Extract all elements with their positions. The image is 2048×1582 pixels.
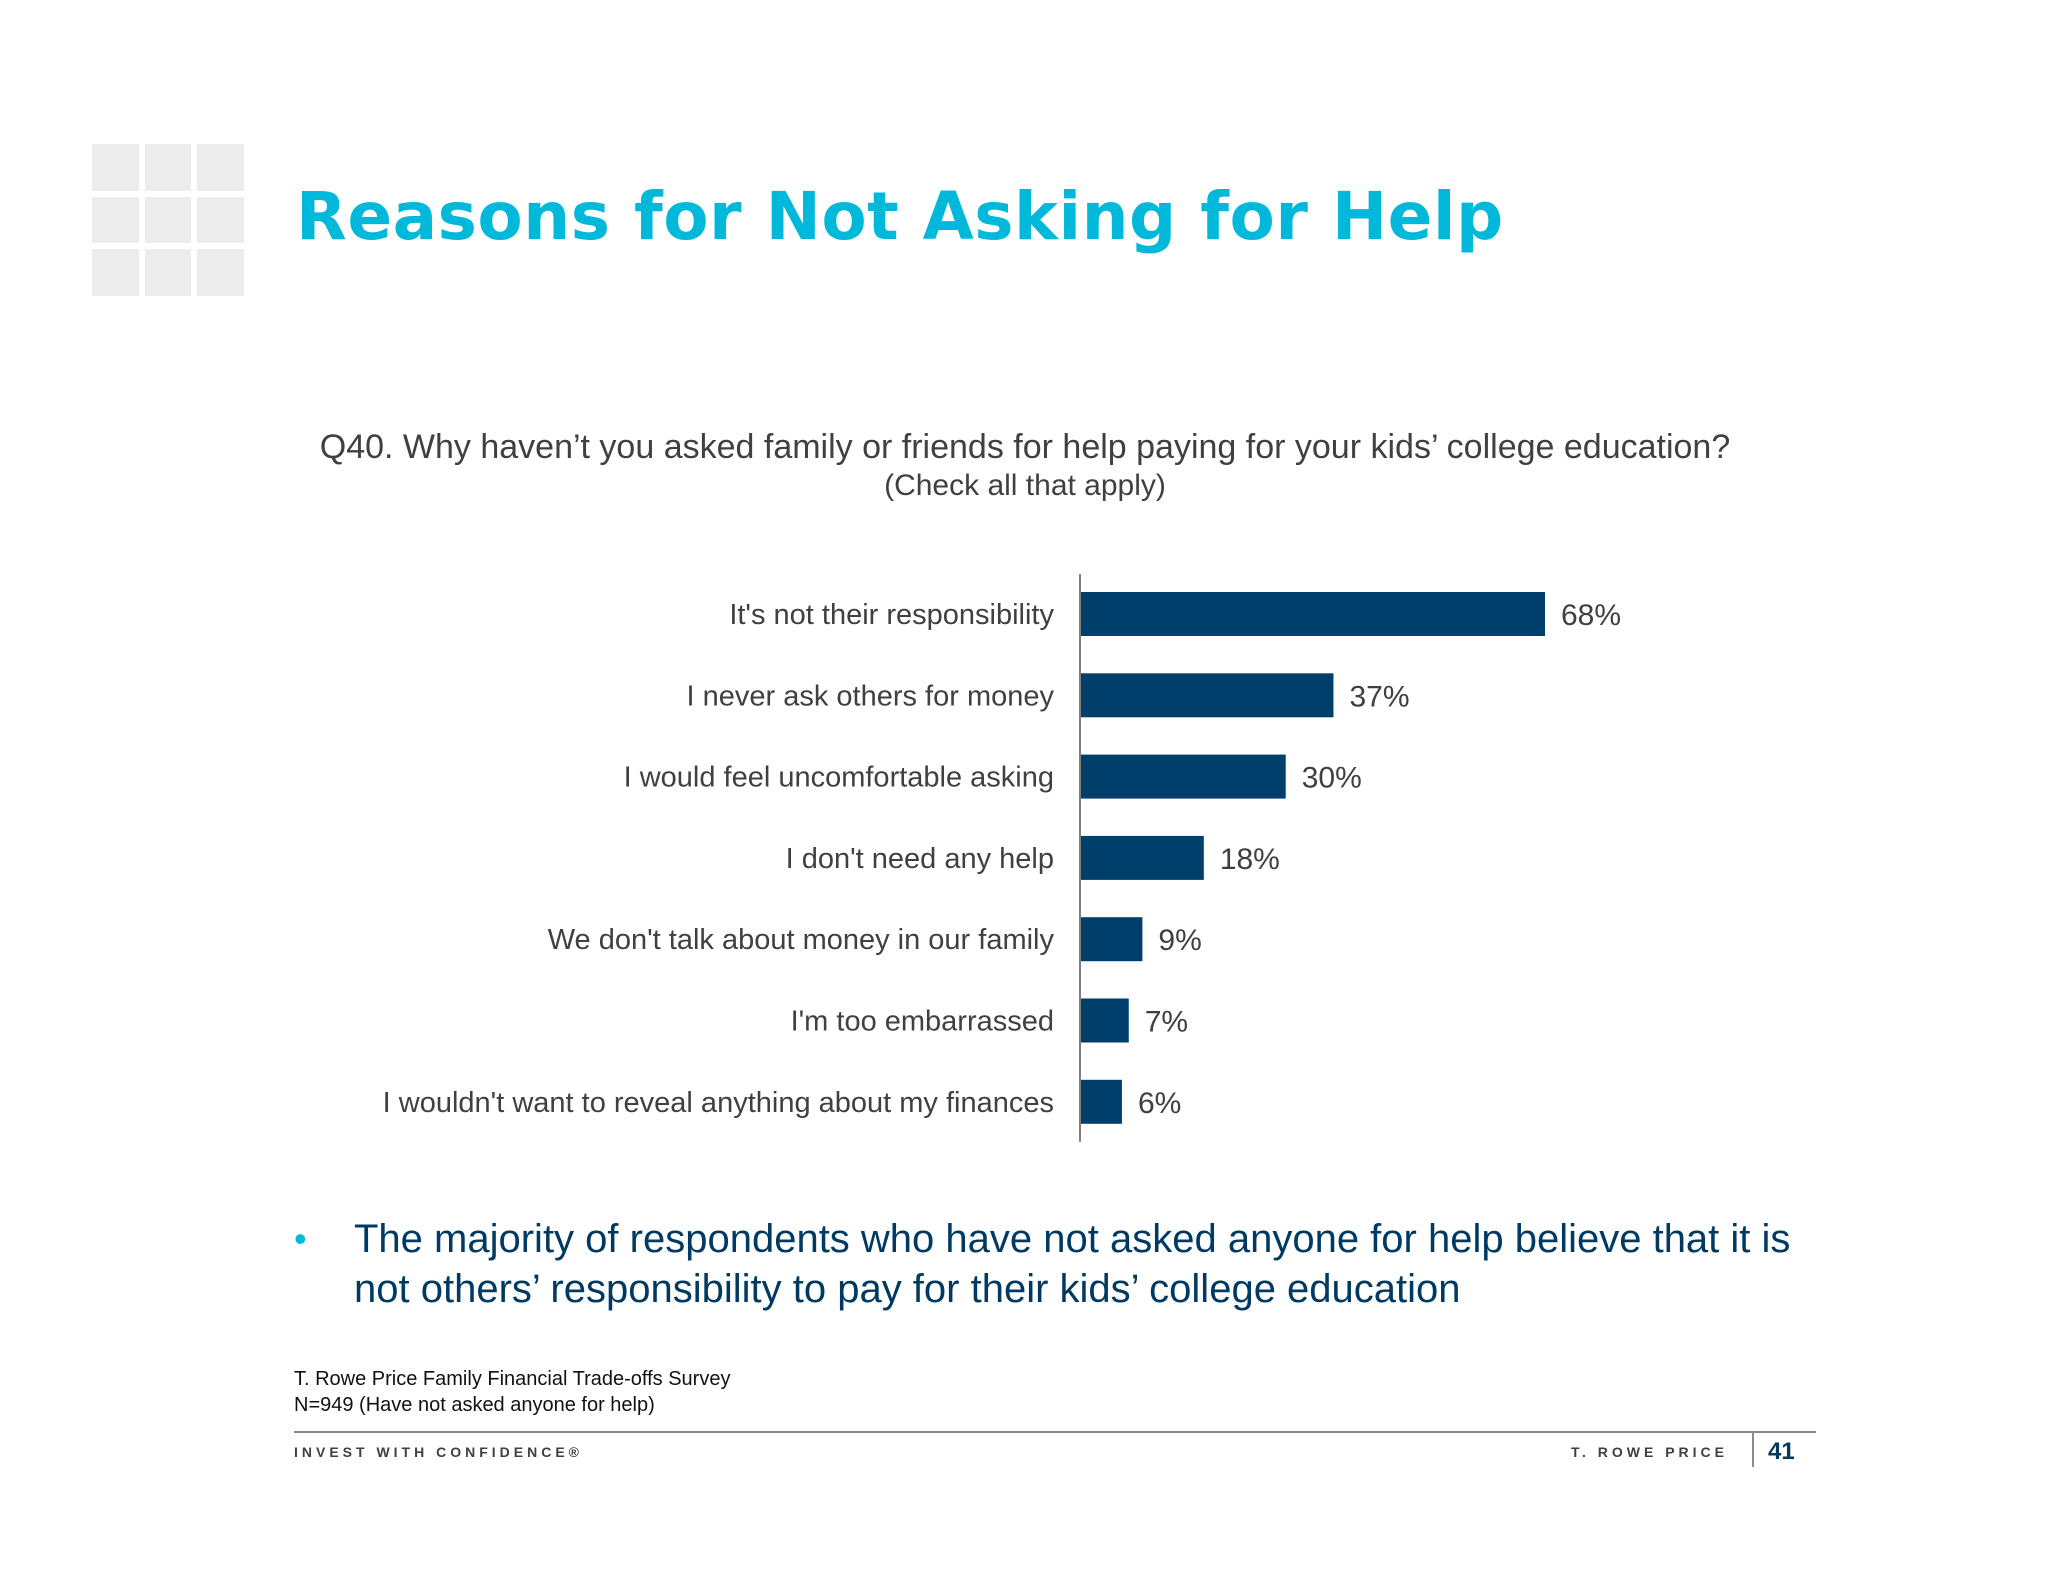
footer-brand: T. ROWE PRICE (1570, 1444, 1728, 1460)
logo-cell (144, 196, 192, 244)
footer-divider (294, 1431, 1816, 1433)
category-label: We don't talk about money in our family (548, 924, 1055, 956)
logo-cell (144, 144, 192, 191)
bar (1081, 1079, 1122, 1124)
bar (1081, 835, 1204, 880)
category-label: It's not their responsibility (729, 599, 1054, 631)
survey-question: Q40. Why haven’t you asked family or fri… (200, 428, 1850, 503)
data-label: 30% (1302, 762, 1362, 795)
source-line: T. Rowe Price Family Financial Trade-off… (294, 1368, 731, 1390)
source-note: T. Rowe Price Family Financial Trade-off… (294, 1366, 730, 1418)
data-label: 68% (1561, 599, 1621, 632)
grid-logo-icon (92, 144, 244, 296)
key-finding: • The majority of respondents who have n… (290, 1214, 1830, 1314)
logo-cell (92, 144, 139, 191)
category-label: I don't need any help (786, 843, 1054, 875)
logo-cell (92, 249, 139, 296)
footer-tagline: INVEST WITH CONFIDENCE® (294, 1444, 583, 1460)
data-label: 37% (1349, 680, 1409, 713)
logo-cell (197, 249, 244, 296)
page-number: 41 (1768, 1438, 1795, 1465)
question-subtext: (Check all that apply) (884, 469, 1166, 502)
category-label: I would feel uncomfortable asking (624, 762, 1054, 794)
bar-chart-svg: It's not their responsibility 68% I never … (383, 574, 1621, 1142)
logo-cell (144, 249, 192, 296)
bar (1081, 917, 1143, 962)
category-label: I'm too embarrassed (791, 1006, 1054, 1038)
data-label: 7% (1145, 1006, 1188, 1039)
category-label: I wouldn't want to reveal anything about… (383, 1087, 1054, 1119)
sample-size-line: N=949 (Have not asked anyone for help) (294, 1394, 655, 1416)
bar-chart: It's not their responsibility 68% I never … (0, 560, 2048, 1160)
logo-cell (92, 196, 139, 244)
category-label: I never ask others for money (687, 680, 1055, 712)
bar (1081, 592, 1545, 636)
question-text: Q40. Why haven’t you asked family or fri… (319, 428, 1731, 466)
data-label: 9% (1158, 924, 1201, 957)
data-label: 18% (1220, 843, 1280, 876)
bar (1081, 998, 1129, 1043)
logo-cell (197, 196, 244, 244)
bar (1081, 673, 1334, 718)
page-title: Reasons for Not Asking for Help (296, 178, 1504, 255)
logo-cell (197, 144, 244, 191)
page-number-divider (1752, 1431, 1754, 1467)
bar (1081, 754, 1286, 799)
data-label: 6% (1138, 1087, 1181, 1120)
bullet-dot-icon: • (294, 1218, 307, 1259)
key-finding-text: The majority of respondents who have not… (354, 1217, 1791, 1311)
